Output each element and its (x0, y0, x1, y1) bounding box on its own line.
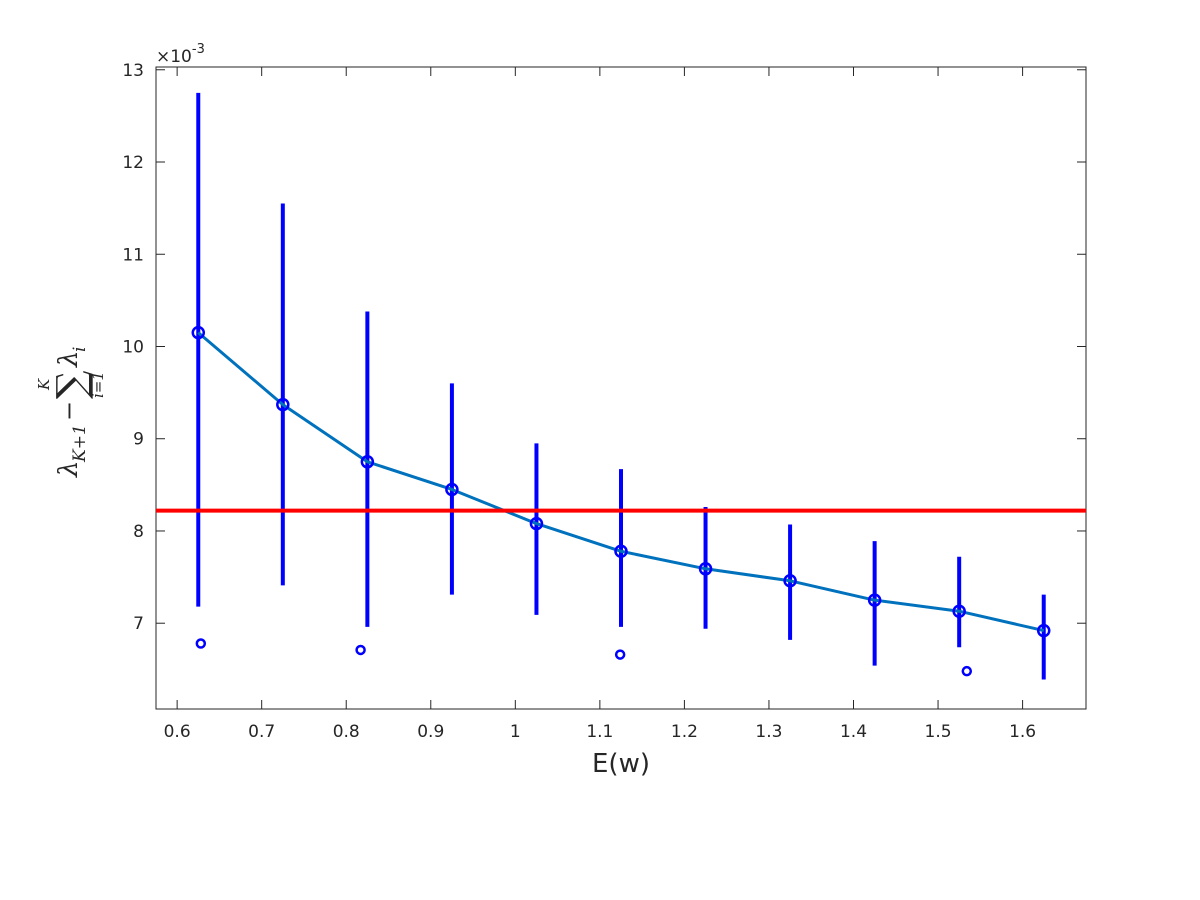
y-tick-label: 8 (133, 522, 144, 542)
series-line (197, 331, 1045, 633)
series-point (614, 544, 628, 559)
y-title-minus: − (55, 401, 83, 421)
y-title-sum-lower: i=1 (89, 371, 107, 398)
outlier-point (961, 665, 973, 677)
y-title-sub-k1: K+1 (70, 424, 90, 463)
x-tick-label: 0.8 (333, 722, 360, 742)
x-tick-label: 1.1 (586, 722, 613, 742)
series-point (191, 325, 206, 340)
x-tick-label: 0.6 (164, 722, 191, 742)
y-axis-title: λ K+1 − ∑ K i=1 λ i (35, 347, 107, 478)
series-point (529, 516, 544, 531)
y-tick-label: 11 (122, 245, 144, 265)
y-multiplier-exponent: -3 (192, 42, 205, 57)
y-title-lambda-i: λ (54, 351, 84, 368)
x-tick-label: 1.4 (840, 722, 867, 742)
series-point (952, 604, 966, 618)
series-point (360, 455, 375, 469)
x-tick-label: 1.5 (925, 722, 952, 742)
y-tick-label: 7 (133, 614, 144, 634)
y-tick-label: 13 (122, 61, 144, 81)
y-multiplier: ×10-3 (156, 42, 205, 67)
series-point (783, 574, 797, 588)
x-tick-label: 0.7 (248, 722, 275, 742)
y-tick-label: 12 (122, 153, 144, 173)
outlier-point (195, 638, 207, 649)
y-tick-label: 10 (122, 337, 144, 357)
axes-box (155, 66, 1087, 710)
outlier-point (614, 649, 626, 660)
series-point (1036, 623, 1051, 638)
y-multiplier-prefix: ×10 (156, 47, 192, 67)
x-tick-label: 1.6 (1009, 722, 1036, 742)
x-tick-label: 0.9 (417, 722, 444, 742)
y-title-sum-upper: K (35, 378, 53, 391)
y-title-lambda: λ (54, 461, 84, 478)
plot-area: 0.6 0.7 0.8 0.9 1 1.1 1.2 1.3 1.4 1.5 1.6 7 8 9 10 11 12… (122, 61, 1087, 742)
y-tick-label: 9 (133, 430, 144, 450)
series-point (445, 482, 459, 497)
series-point (867, 593, 882, 607)
series-point (276, 397, 290, 412)
y-title-sub-i: i (70, 347, 90, 352)
y-title-sigma: ∑ (49, 370, 95, 399)
x-tick-label: 1.3 (755, 722, 782, 742)
x-tick-label: 1.2 (671, 722, 698, 742)
x-tick-label: 1 (510, 722, 521, 742)
outlier-point (355, 644, 366, 656)
series-point (698, 562, 713, 576)
x-axis-title: E(w) (592, 749, 650, 779)
